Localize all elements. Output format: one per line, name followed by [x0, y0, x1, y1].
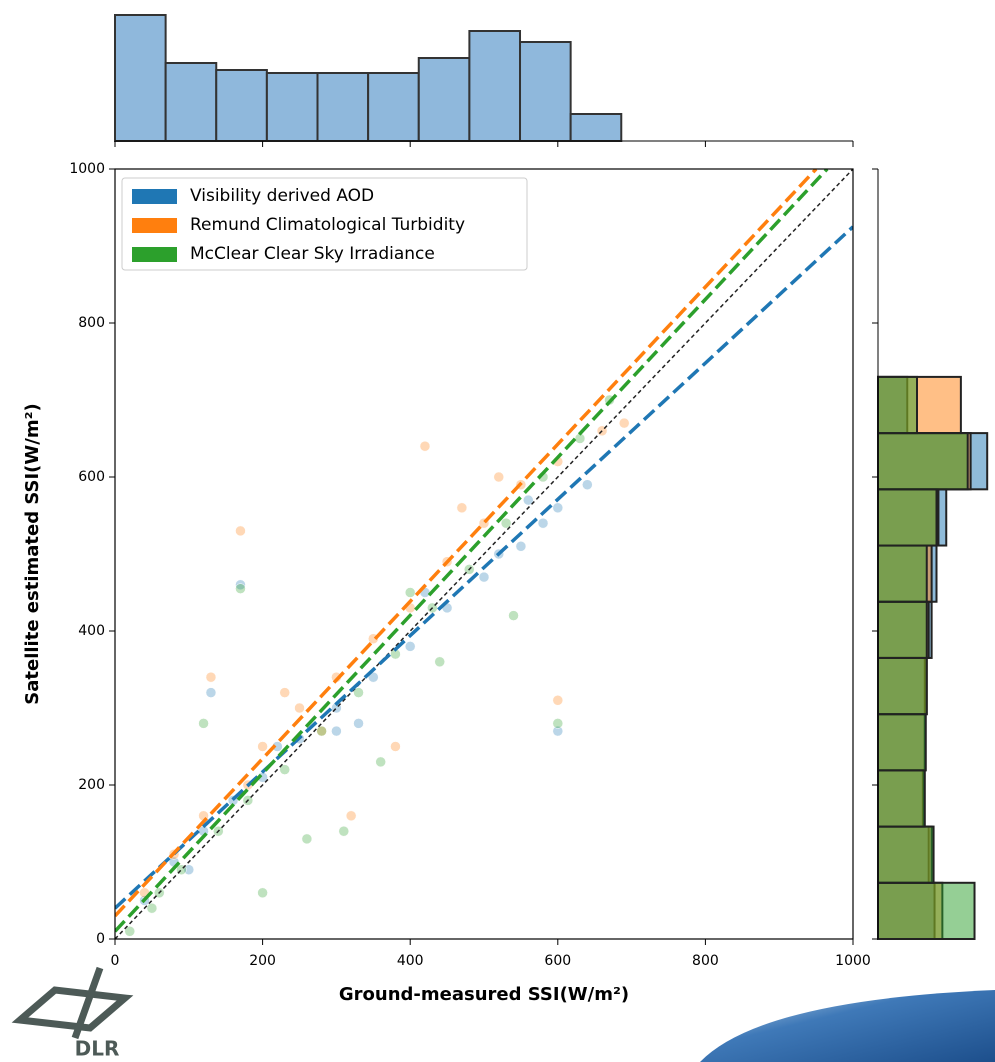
scatter-point [478, 571, 490, 583]
top-hist-bar [215, 69, 268, 142]
scatter-point [419, 440, 431, 452]
scatter-point [353, 687, 364, 698]
legend-label: Visibility derived AOD [190, 186, 374, 206]
scatter-point [205, 687, 217, 698]
scatter-point [375, 756, 386, 768]
top-hist-bar [417, 57, 471, 142]
scatter-point [390, 741, 401, 752]
scatter-point [368, 671, 379, 683]
scatter-point [198, 718, 209, 729]
fit-line [115, 225, 853, 910]
scatter-point [257, 741, 268, 752]
scatter-point [235, 579, 246, 591]
scatter-point [618, 417, 630, 429]
scatter-point [301, 833, 313, 845]
right-hist-bar [877, 881, 976, 940]
legend-box [121, 177, 528, 271]
scatter-point [434, 656, 445, 668]
x-tick-label: 800 [692, 953, 719, 969]
scatter-point [508, 610, 519, 621]
scatter-point [404, 587, 416, 598]
scatter-point [331, 725, 342, 737]
plot-area [115, 169, 853, 939]
fit-line [115, 169, 829, 933]
y-tick-label: 200 [78, 777, 105, 793]
scatter-point [279, 764, 290, 775]
y-tick-label: 600 [78, 469, 105, 485]
scatter-point [294, 702, 305, 714]
identity-line [115, 169, 853, 939]
legend-swatch [132, 247, 177, 262]
scatter-point [183, 864, 195, 875]
x-tick-label: 600 [544, 953, 571, 969]
right-hist-bar [877, 825, 935, 884]
scatter-point [523, 494, 534, 506]
fit-line [115, 169, 818, 918]
scatter-point [500, 517, 512, 529]
legend-label: McClear Clear Sky Irradiance [190, 244, 435, 264]
top-hist-bar [468, 30, 522, 142]
scatter-point [316, 725, 327, 737]
top-hist-bar [114, 14, 167, 142]
x-tick-label: 1000 [835, 953, 871, 969]
right-hist-bar [877, 544, 928, 603]
scatter-point [235, 583, 246, 594]
x-axis-label: Ground-measured SSI(W/m²) [339, 984, 629, 1005]
top-hist-bar [519, 41, 572, 142]
scatter-point [257, 887, 268, 899]
scatter-point [235, 525, 246, 537]
y-tick-label: 400 [78, 623, 105, 639]
scatter-point [515, 541, 527, 552]
right-hist-bar [877, 432, 969, 491]
x-tick-label: 200 [249, 953, 276, 969]
top-hist-bar [569, 113, 623, 142]
right-hist-bar [877, 769, 926, 828]
y-tick-label: 0 [96, 931, 105, 947]
scatter-point [205, 671, 217, 683]
y-axis-label: Satellite estimated SSI(W/m²) [22, 403, 43, 704]
x-tick-label: 0 [111, 953, 120, 969]
legend-label: Remund Climatological Turbidity [190, 215, 465, 235]
right-hist-bar [877, 600, 928, 659]
y-tick-label: 1000 [69, 161, 105, 177]
top-hist-bar [265, 72, 319, 142]
right-hist-bar [877, 656, 928, 716]
scatter-point [552, 695, 564, 706]
scatter-point [146, 902, 158, 914]
y-tick-label: 800 [78, 315, 105, 331]
right-hist-bar [877, 375, 918, 435]
scatter-point [456, 502, 468, 514]
plot-frame [114, 168, 854, 940]
dlr-logo [11, 966, 134, 1040]
top-hist-bar [316, 72, 370, 142]
scatter-point [345, 810, 357, 822]
earth-image [700, 990, 995, 1062]
scatter-point [552, 725, 564, 737]
x-tick-label: 400 [397, 953, 424, 969]
scatter-point [582, 479, 593, 490]
top-hist-bar [164, 62, 218, 142]
scatter-point [124, 926, 136, 937]
right-hist-bar [877, 488, 938, 547]
right-hist-bar [877, 713, 927, 772]
scatter-point [404, 641, 416, 652]
scatter-point [279, 687, 290, 698]
scatter-point [537, 517, 549, 529]
scatter-point [353, 718, 364, 729]
legend-swatch [132, 218, 177, 233]
top-hist-bar [367, 72, 420, 142]
legend-swatch [132, 189, 177, 204]
scatter-point [493, 471, 505, 483]
scatter-point [338, 825, 350, 837]
scatter-point [552, 718, 564, 729]
logo-text: DLR [75, 1037, 120, 1061]
scatter-point [552, 502, 564, 514]
